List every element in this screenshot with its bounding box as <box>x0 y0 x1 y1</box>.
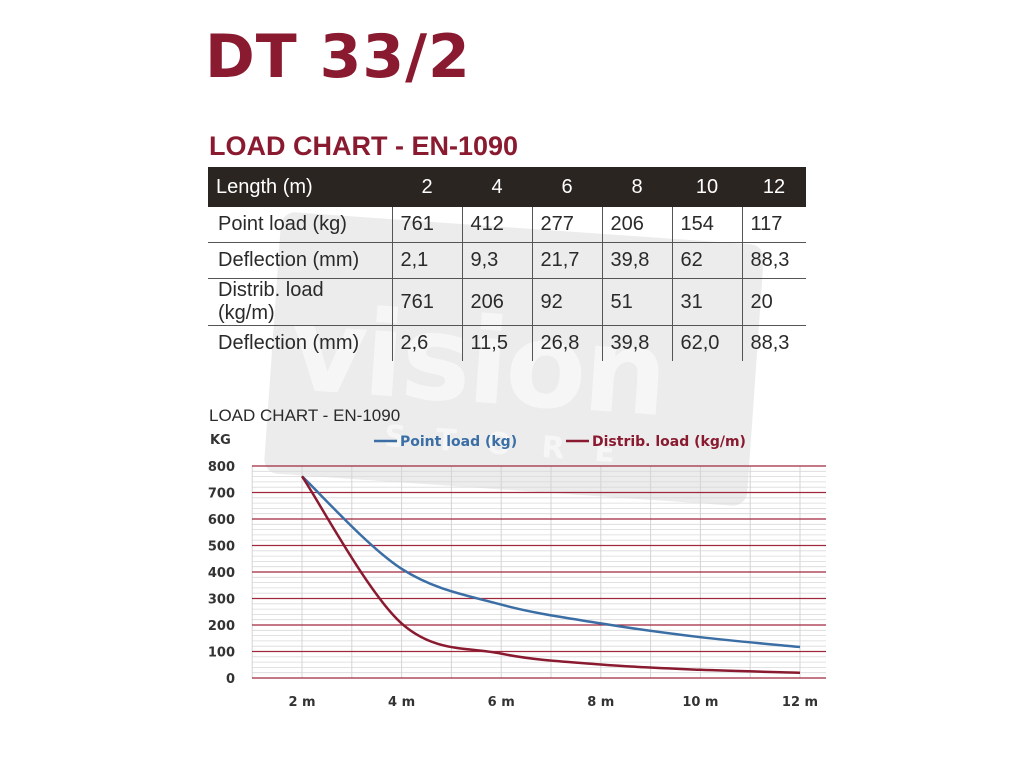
table-cell: 88,3 <box>741 242 806 279</box>
table-cell: 20 <box>741 278 806 326</box>
y-tick-label: 0 <box>226 672 235 687</box>
header-cell: 12 <box>742 167 806 207</box>
product-title: DT 33/2 <box>205 22 471 92</box>
header-cell: 4 <box>462 167 532 207</box>
header-cell: Length (m) <box>208 167 392 207</box>
table-cell: 206 <box>461 278 532 326</box>
table-cell: 92 <box>531 278 602 326</box>
table-cell: 2,1 <box>391 242 462 279</box>
table-cell: 51 <box>601 278 672 326</box>
series-line-distrib-load <box>300 475 801 674</box>
table-cell: 21,7 <box>531 242 602 279</box>
load-chart-heading: LOAD CHART - EN-1090 <box>209 131 519 161</box>
table-cell: 62 <box>671 242 742 279</box>
legend-point-load: Point load (kg) <box>400 434 517 450</box>
table-cell: 62,0 <box>671 325 742 361</box>
row-label: Deflection (mm) <box>208 242 392 279</box>
header-cell: 6 <box>532 167 602 207</box>
x-tick-label: 2 m <box>288 695 315 710</box>
y-tick-label: 700 <box>208 487 235 502</box>
y-tick-label: 400 <box>208 566 235 581</box>
load-table: Length (m) 2 4 6 8 10 12 Point load (kg)… <box>208 167 806 361</box>
table-row: Point load (kg) 761 412 277 206 154 117 <box>208 207 806 243</box>
table-cell: 117 <box>741 207 806 243</box>
table-row: Deflection (mm) 2,1 9,3 21,7 39,8 62 88,… <box>208 242 806 279</box>
y-tick-label: 200 <box>208 619 235 634</box>
y-tick-label: 600 <box>208 513 235 528</box>
table-cell: 206 <box>601 207 672 243</box>
row-label: Point load (kg) <box>208 207 392 243</box>
x-tick-label: 8 m <box>587 695 614 710</box>
table-row: Distrib. load (kg/m) 761 206 92 51 31 20 <box>208 278 806 326</box>
table-cell: 9,3 <box>461 242 532 279</box>
row-label: Deflection (mm) <box>218 332 360 354</box>
table-cell: 412 <box>461 207 532 243</box>
header-cell: 10 <box>672 167 742 207</box>
y-tick-label: 100 <box>208 646 235 661</box>
chart-title: LOAD CHART - EN-1090 <box>209 406 401 425</box>
series-line-point-load <box>301 475 801 649</box>
table-row: Deflection (mm) 2,6 11,5 26,8 39,8 62,0 … <box>208 325 806 361</box>
y-tick-label: 500 <box>208 540 235 555</box>
table-cell: 88,3 <box>741 325 806 361</box>
y-axis-label: KG <box>210 433 231 448</box>
table-cell: 761 <box>391 278 462 326</box>
x-tick-label: 12 m <box>782 695 818 710</box>
table-cell: 11,5 <box>461 325 532 361</box>
row-label: Distrib. load (kg/m) <box>208 278 392 326</box>
table-cell: 31 <box>671 278 742 326</box>
y-tick-label: 800 <box>208 460 235 475</box>
table-cell: 2,6 <box>391 325 462 361</box>
x-tick-label: 10 m <box>682 695 718 710</box>
header-cell: 8 <box>602 167 672 207</box>
table-cell: 39,8 <box>601 242 672 279</box>
table-header-row: Length (m) 2 4 6 8 10 12 <box>208 167 806 207</box>
header-cell: 2 <box>392 167 462 207</box>
table-cell: 39,8 <box>601 325 672 361</box>
legend-distrib-load: Distrib. load (kg/m) <box>592 434 746 450</box>
y-tick-label: 300 <box>208 593 235 608</box>
table-cell: 761 <box>391 207 462 243</box>
x-tick-label: 6 m <box>488 695 515 710</box>
table-cell: 277 <box>531 207 602 243</box>
table-cell: 154 <box>671 207 742 243</box>
x-tick-label: 4 m <box>388 695 415 710</box>
table-cell: 26,8 <box>531 325 602 361</box>
